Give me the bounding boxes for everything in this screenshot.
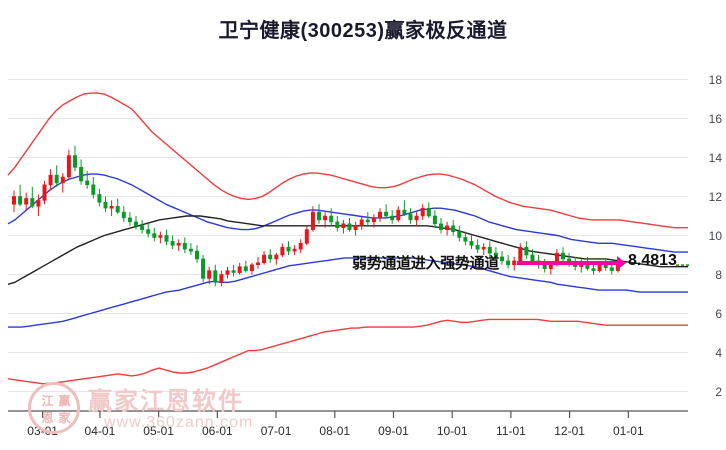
y-axis-tick-4: 10	[708, 228, 722, 243]
y-axis-tick-3: 12	[708, 189, 722, 204]
y-axis-tick-8: 2	[715, 384, 722, 399]
last-price-label: 8.4813	[628, 252, 677, 269]
annotation-arrow	[517, 256, 626, 270]
seal-char-2: 恩	[41, 411, 54, 425]
y-axis-tick-5: 8	[715, 267, 722, 282]
y-axis-tick-2: 14	[708, 150, 722, 165]
y-axis-tick-0: 18	[708, 72, 722, 87]
seal-char-1: 赢	[58, 394, 71, 408]
x-axis-tick-7: 10-01	[436, 424, 468, 438]
seal-ring	[28, 382, 80, 434]
seal-char-3: 家	[58, 411, 71, 425]
channel-lines	[7, 92, 688, 385]
channel-annotation-label: 弱势通道进入强势通道	[352, 255, 500, 272]
url-watermark: www.360zann.com	[104, 414, 254, 431]
y-axis-tick-1: 16	[708, 111, 722, 126]
page-title: 卫宁健康(300253)赢家极反通道	[218, 20, 508, 42]
x-axis-tick-1: 04-01	[84, 424, 116, 438]
seal-watermark: 江 赢 恩 家	[28, 382, 86, 440]
x-axis-tick-10: 01-01	[612, 424, 644, 438]
seal-characters: 江 赢 恩 家	[39, 393, 73, 427]
x-axis-tick-5: 08-01	[319, 424, 351, 438]
y-axis-tick-7: 4	[715, 345, 722, 360]
gridlines	[8, 79, 688, 392]
x-axis	[8, 410, 688, 418]
y-axis-tick-6: 6	[715, 306, 722, 321]
x-axis-tick-6: 09-01	[378, 424, 409, 438]
seal-char-0: 江	[41, 394, 54, 408]
x-axis-tick-9: 12-01	[554, 424, 585, 438]
brand-watermark: 赢家江恩软件	[88, 388, 244, 415]
candlesticks	[12, 145, 620, 287]
x-axis-tick-3: 06-01	[201, 424, 233, 438]
x-axis-tick-8: 11-01	[495, 424, 526, 438]
x-axis-tick-2: 05-01	[143, 424, 174, 438]
x-axis-tick-4: 07-01	[260, 424, 292, 438]
